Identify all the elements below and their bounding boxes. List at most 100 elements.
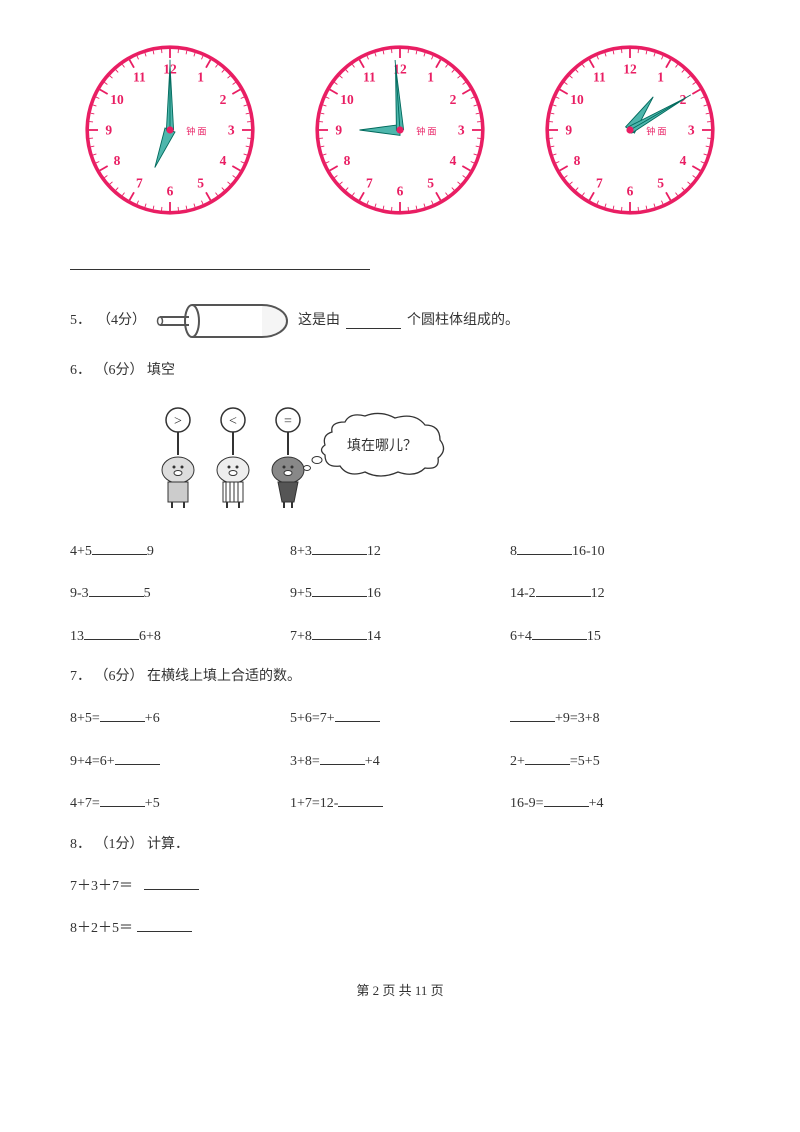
blank[interactable] [144,874,199,890]
cell: +9=3+8 [555,711,600,726]
clocks-row: 123456789101112钟 面 123456789101112钟 面 12… [70,40,730,220]
svg-text:1: 1 [197,69,204,84]
blank[interactable] [312,581,367,597]
q8-line-0: 7＋3＋7＝ [70,874,730,898]
svg-text:=: = [284,414,292,429]
svg-text:9: 9 [105,123,112,138]
blank[interactable] [115,749,160,765]
cell: 14 [367,629,381,644]
speech-bubble: 填在哪儿？ [304,414,444,477]
blank[interactable] [92,539,147,555]
cell: 16 [367,586,381,601]
q5-points: （4分） [97,310,146,332]
svg-text:12: 12 [623,61,637,76]
page-footer: 第 2 页 共 11 页 [70,981,730,1002]
q7-grid: 8+5=+6 5+6=7+ +9=3+8 9+4=6+ 3+8=+4 2+=5+… [70,706,730,815]
cell: 3+8= [290,754,320,769]
expr: 7＋3＋7＝ [70,879,133,894]
blank[interactable] [100,791,145,807]
blank[interactable] [544,791,589,807]
svg-text:1: 1 [427,69,434,84]
svg-text:钟 面: 钟 面 [416,126,436,137]
pig-gt: > [162,408,194,508]
svg-text:1: 1 [657,69,664,84]
svg-text:6: 6 [397,184,404,199]
svg-text:10: 10 [570,92,584,107]
cell: +6 [145,711,160,726]
cell: 13 [70,629,84,644]
footer-pre: 第 [356,983,372,998]
cell: 7+8 [290,629,312,644]
q6-row-2: 13 6+8 7+8 14 6+4 15 [70,624,730,648]
svg-text:10: 10 [340,92,354,107]
question-6: 6． （6分） 填空 [70,360,730,382]
svg-text:6: 6 [167,184,174,199]
blank[interactable] [335,706,380,722]
cell: 15 [587,629,601,644]
blank[interactable] [338,791,383,807]
blank[interactable] [525,749,570,765]
q6-points: （6分） [95,363,144,378]
cell: 6+8 [139,629,161,644]
blank[interactable] [536,581,591,597]
q7-row-1: 9+4=6+ 3+8=+4 2+=5+5 [70,749,730,773]
svg-text:5: 5 [197,176,204,191]
blank[interactable] [89,581,144,597]
q5-blank[interactable] [346,313,401,329]
blank[interactable] [532,624,587,640]
svg-text:8: 8 [574,153,581,168]
svg-text:5: 5 [657,176,664,191]
q5-num: 5． [70,310,91,332]
question-5: 5． （4分） 这是由 个圆柱体组成的。 [70,300,730,342]
blank[interactable] [137,916,192,932]
blank[interactable] [517,539,572,555]
svg-text:3: 3 [228,123,235,138]
svg-text:4: 4 [220,153,227,168]
q6-row-0: 4+59 8+312 816-10 [70,539,730,563]
q6-grid: 4+59 8+312 816-10 9-35 9+516 14-212 136+… [70,539,730,648]
pig-lt: < [217,408,249,508]
q6-row-1: 9-35 9+516 14-212 [70,581,730,605]
svg-text:8: 8 [114,153,121,168]
svg-text:2: 2 [450,92,457,107]
pig-eq: = [272,408,304,508]
cell: 9+5 [290,586,312,601]
cell: +4 [589,796,604,811]
cell: 5 [144,586,151,601]
svg-text:>: > [174,414,182,429]
cell: 4+7= [70,796,100,811]
cell: 5+6=7+ [290,711,335,726]
q6-title: 填空 [147,363,175,378]
cell: +5 [145,796,160,811]
svg-text:8: 8 [344,153,351,168]
blank[interactable] [84,624,139,640]
expr: 8＋2＋5＝ [70,921,133,936]
cell: 4+5 [70,544,92,559]
cell: 8+3 [290,544,312,559]
cell: 8+5= [70,711,100,726]
svg-text:7: 7 [136,176,143,191]
cell: 12 [591,586,605,601]
blank[interactable] [312,624,367,640]
svg-text:9: 9 [565,123,572,138]
q5-tail2: 个圆柱体组成的。 [407,310,519,332]
svg-text:2: 2 [220,92,227,107]
svg-text:7: 7 [366,176,373,191]
blank[interactable] [100,706,145,722]
clock-1: 123456789101112钟 面 [80,40,260,220]
footer-total: 11 [415,983,428,998]
blank[interactable] [312,539,367,555]
blank[interactable] [510,706,555,722]
svg-text:4: 4 [680,153,687,168]
cell: +4 [365,754,380,769]
svg-text:5: 5 [427,176,434,191]
q8-line-1: 8＋2＋5＝ [70,916,730,940]
blank[interactable] [320,749,365,765]
q7-row-2: 4+7=+5 1+7=12- 16-9=+4 [70,791,730,815]
cell: 8 [510,544,517,559]
cell: 6+4 [510,629,532,644]
question-8: 8． （1分） 计算． [70,834,730,856]
clock-2: 123456789101112钟 面 [310,40,490,220]
cell: 12 [367,544,381,559]
svg-text:3: 3 [458,123,465,138]
